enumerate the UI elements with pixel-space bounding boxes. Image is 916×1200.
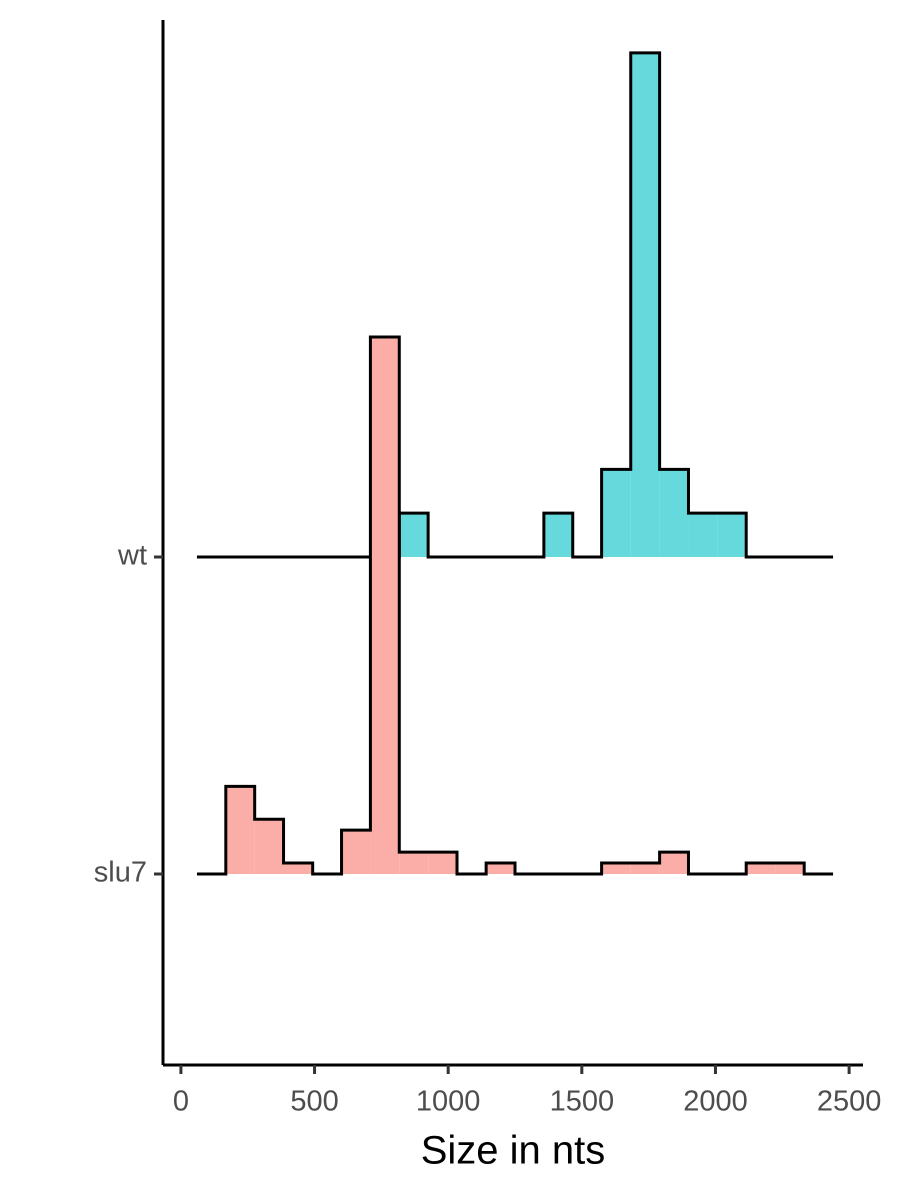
histogram-bar (659, 469, 689, 557)
histogram-bar (601, 863, 631, 874)
histogram-bar (601, 469, 631, 557)
x-tick-label: 1500 (550, 1086, 615, 1118)
histogram-bar (746, 863, 776, 874)
x-tick-label: 500 (290, 1086, 338, 1118)
histogram-bar (283, 863, 313, 874)
histogram-bar (717, 513, 747, 557)
y-tick-label: slu7 (94, 857, 147, 889)
x-tick-label: 1000 (416, 1086, 481, 1118)
y-tick-label: wt (117, 540, 147, 572)
x-axis-title: Size in nts (421, 1129, 606, 1173)
histogram-bar (341, 830, 371, 874)
histogram-bar (428, 852, 458, 874)
x-tick-label: 2500 (817, 1086, 882, 1118)
histogram-bar (486, 863, 516, 874)
x-tick-label: 2000 (683, 1086, 748, 1118)
histogram-bar (254, 819, 284, 874)
histogram-bar (775, 863, 805, 874)
histogram-bar (370, 337, 400, 874)
histogram-bar (659, 852, 689, 874)
histogram-bar (688, 513, 718, 557)
histogram-bar (543, 513, 573, 557)
histogram-bar (399, 852, 429, 874)
ridge-outline (196, 335, 834, 876)
histogram-bar (225, 786, 255, 874)
ridge-outline (196, 51, 834, 559)
histogram-bar (399, 513, 429, 557)
histogram-bar (630, 863, 660, 874)
x-tick-label: 0 (173, 1086, 189, 1118)
histogram-bar (630, 52, 660, 558)
